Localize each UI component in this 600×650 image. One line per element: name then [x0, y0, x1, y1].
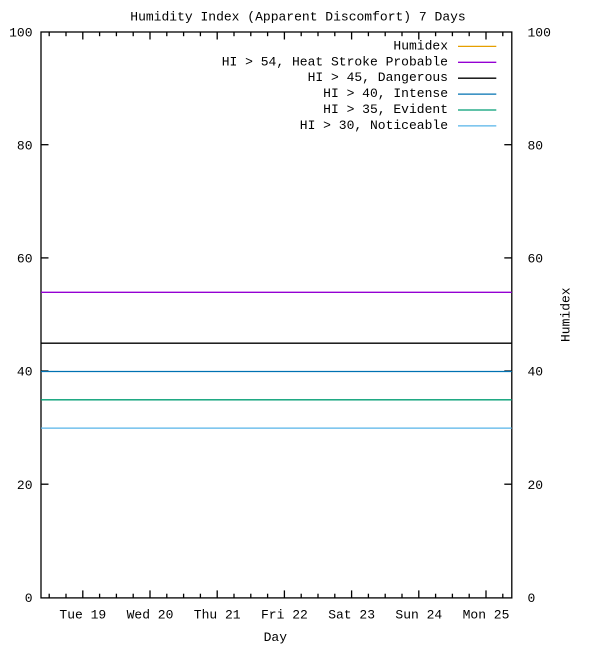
svg-text:Humidex: Humidex [393, 38, 448, 53]
svg-text:100: 100 [9, 26, 32, 41]
svg-text:HI > 35, Evident: HI > 35, Evident [323, 102, 448, 117]
svg-text:Mon 25: Mon 25 [463, 608, 510, 623]
svg-text:Tue 19: Tue 19 [59, 608, 106, 623]
svg-text:20: 20 [528, 478, 544, 493]
svg-text:0: 0 [25, 591, 33, 606]
svg-text:HI > 40, Intense: HI > 40, Intense [323, 86, 448, 101]
svg-text:Day: Day [264, 630, 288, 645]
svg-text:40: 40 [528, 365, 544, 380]
svg-text:Wed 20: Wed 20 [127, 608, 174, 623]
svg-text:HI > 45, Dangerous: HI > 45, Dangerous [308, 70, 448, 85]
svg-text:Sat 23: Sat 23 [328, 608, 375, 623]
svg-text:Humidity Index (Apparent Disco: Humidity Index (Apparent Discomfort) 7 D… [130, 9, 465, 24]
svg-text:80: 80 [17, 138, 33, 153]
svg-text:Thu 21: Thu 21 [194, 608, 241, 623]
svg-text:80: 80 [528, 138, 544, 153]
svg-text:HI > 30, Noticeable: HI > 30, Noticeable [300, 118, 448, 133]
svg-text:Sun 24: Sun 24 [395, 608, 442, 623]
svg-text:40: 40 [17, 365, 33, 380]
svg-text:100: 100 [528, 26, 551, 41]
svg-text:HI > 54, Heat Stroke Probable: HI > 54, Heat Stroke Probable [222, 54, 448, 69]
svg-text:0: 0 [528, 591, 536, 606]
svg-text:60: 60 [528, 252, 544, 267]
svg-text:60: 60 [17, 252, 33, 267]
svg-text:20: 20 [17, 478, 33, 493]
svg-text:Fri 22: Fri 22 [261, 608, 308, 623]
svg-text:Humidex: Humidex [559, 287, 574, 342]
